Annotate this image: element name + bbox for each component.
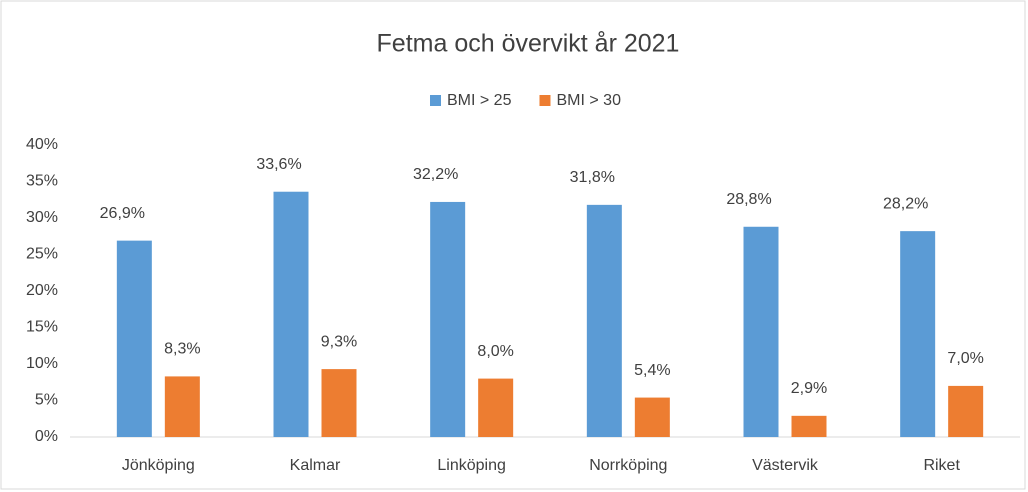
data-label: 7,0% (947, 350, 983, 367)
data-label: 33,6% (256, 156, 301, 173)
bar (321, 369, 357, 437)
y-tick-label: 5% (35, 392, 58, 409)
bar (900, 231, 936, 437)
legend-label: BMI > 25 (447, 92, 512, 109)
y-tick-label: 20% (26, 282, 58, 299)
data-label: 8,0% (477, 343, 513, 360)
bar (273, 191, 309, 437)
data-label: 28,2% (883, 195, 928, 212)
data-label: 32,2% (413, 166, 458, 183)
x-tick-label: Kalmar (290, 457, 341, 474)
y-tick-label: 10% (26, 355, 58, 372)
bar (164, 376, 200, 437)
bar (586, 204, 622, 437)
data-label: 2,9% (791, 380, 827, 397)
bar (478, 378, 514, 437)
y-tick-label: 25% (26, 246, 58, 263)
x-tick-label: Linköping (437, 457, 506, 474)
bar (791, 415, 827, 437)
x-tick-label: Riket (923, 457, 960, 474)
data-label: 9,3% (321, 333, 357, 350)
x-tick-label: Jönköping (122, 457, 195, 474)
data-label: 5,4% (634, 362, 670, 379)
y-tick-label: 30% (26, 209, 58, 226)
y-tick-label: 40% (26, 136, 58, 153)
legend-swatch (430, 95, 441, 106)
legend-swatch (539, 95, 551, 106)
data-label: 31,8% (570, 169, 615, 186)
data-label: 26,9% (100, 205, 145, 222)
bar (430, 201, 466, 437)
y-tick-label: 35% (26, 173, 58, 190)
y-tick-label: 0% (35, 428, 58, 445)
y-tick-label: 15% (26, 319, 58, 336)
x-tick-label: Västervik (752, 457, 819, 474)
data-label: 28,8% (726, 191, 771, 208)
x-tick-label: Norrköping (589, 457, 667, 474)
bar (743, 226, 779, 437)
legend-label: BMI > 30 (556, 92, 621, 109)
bar (948, 385, 984, 437)
bar (634, 397, 670, 437)
data-label: 8,3% (164, 341, 200, 358)
bar (116, 240, 152, 437)
chart-title: Fetma och övervikt år 2021 (377, 30, 680, 58)
